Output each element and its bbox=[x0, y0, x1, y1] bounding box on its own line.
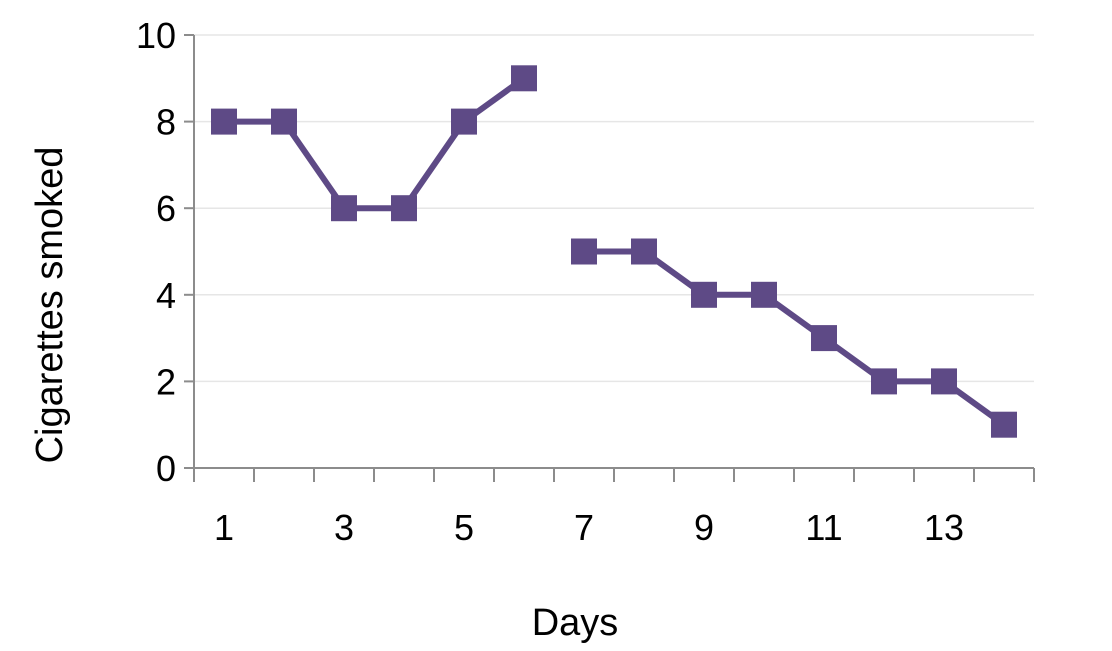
data-point bbox=[451, 108, 477, 135]
y-tick-label: 4 bbox=[156, 275, 176, 316]
axes bbox=[184, 34, 1035, 482]
data-point bbox=[391, 195, 417, 222]
x-tick-label: 13 bbox=[924, 507, 964, 548]
data-point bbox=[691, 281, 717, 308]
data-point bbox=[211, 108, 237, 135]
x-axis-title: Days bbox=[532, 602, 619, 644]
y-tick-label: 2 bbox=[156, 361, 176, 402]
data-point bbox=[631, 238, 657, 265]
data-point bbox=[811, 325, 837, 352]
x-tick-label: 3 bbox=[334, 507, 354, 548]
x-tick-label: 7 bbox=[574, 507, 594, 548]
y-tick-label: 6 bbox=[156, 188, 176, 229]
data-point bbox=[751, 281, 777, 308]
series-line bbox=[224, 75, 526, 212]
data-point bbox=[331, 195, 357, 222]
data-point bbox=[271, 108, 297, 135]
data-point bbox=[571, 238, 597, 265]
data-series bbox=[211, 65, 1017, 438]
y-tick-label: 0 bbox=[156, 448, 176, 489]
data-point bbox=[991, 411, 1017, 438]
y-axis-title: Cigarettes smoked bbox=[29, 147, 71, 464]
data-point bbox=[931, 368, 957, 395]
data-point bbox=[511, 65, 537, 92]
x-tick-label: 9 bbox=[694, 507, 714, 548]
x-tick-label: 1 bbox=[214, 507, 234, 548]
y-tick-label: 10 bbox=[136, 15, 176, 56]
data-point bbox=[871, 368, 897, 395]
x-tick-label: 11 bbox=[805, 507, 842, 548]
series-line bbox=[584, 248, 1006, 428]
gridlines bbox=[194, 34, 1034, 383]
x-tick-label: 5 bbox=[454, 507, 474, 548]
y-tick-label: 8 bbox=[156, 102, 176, 143]
